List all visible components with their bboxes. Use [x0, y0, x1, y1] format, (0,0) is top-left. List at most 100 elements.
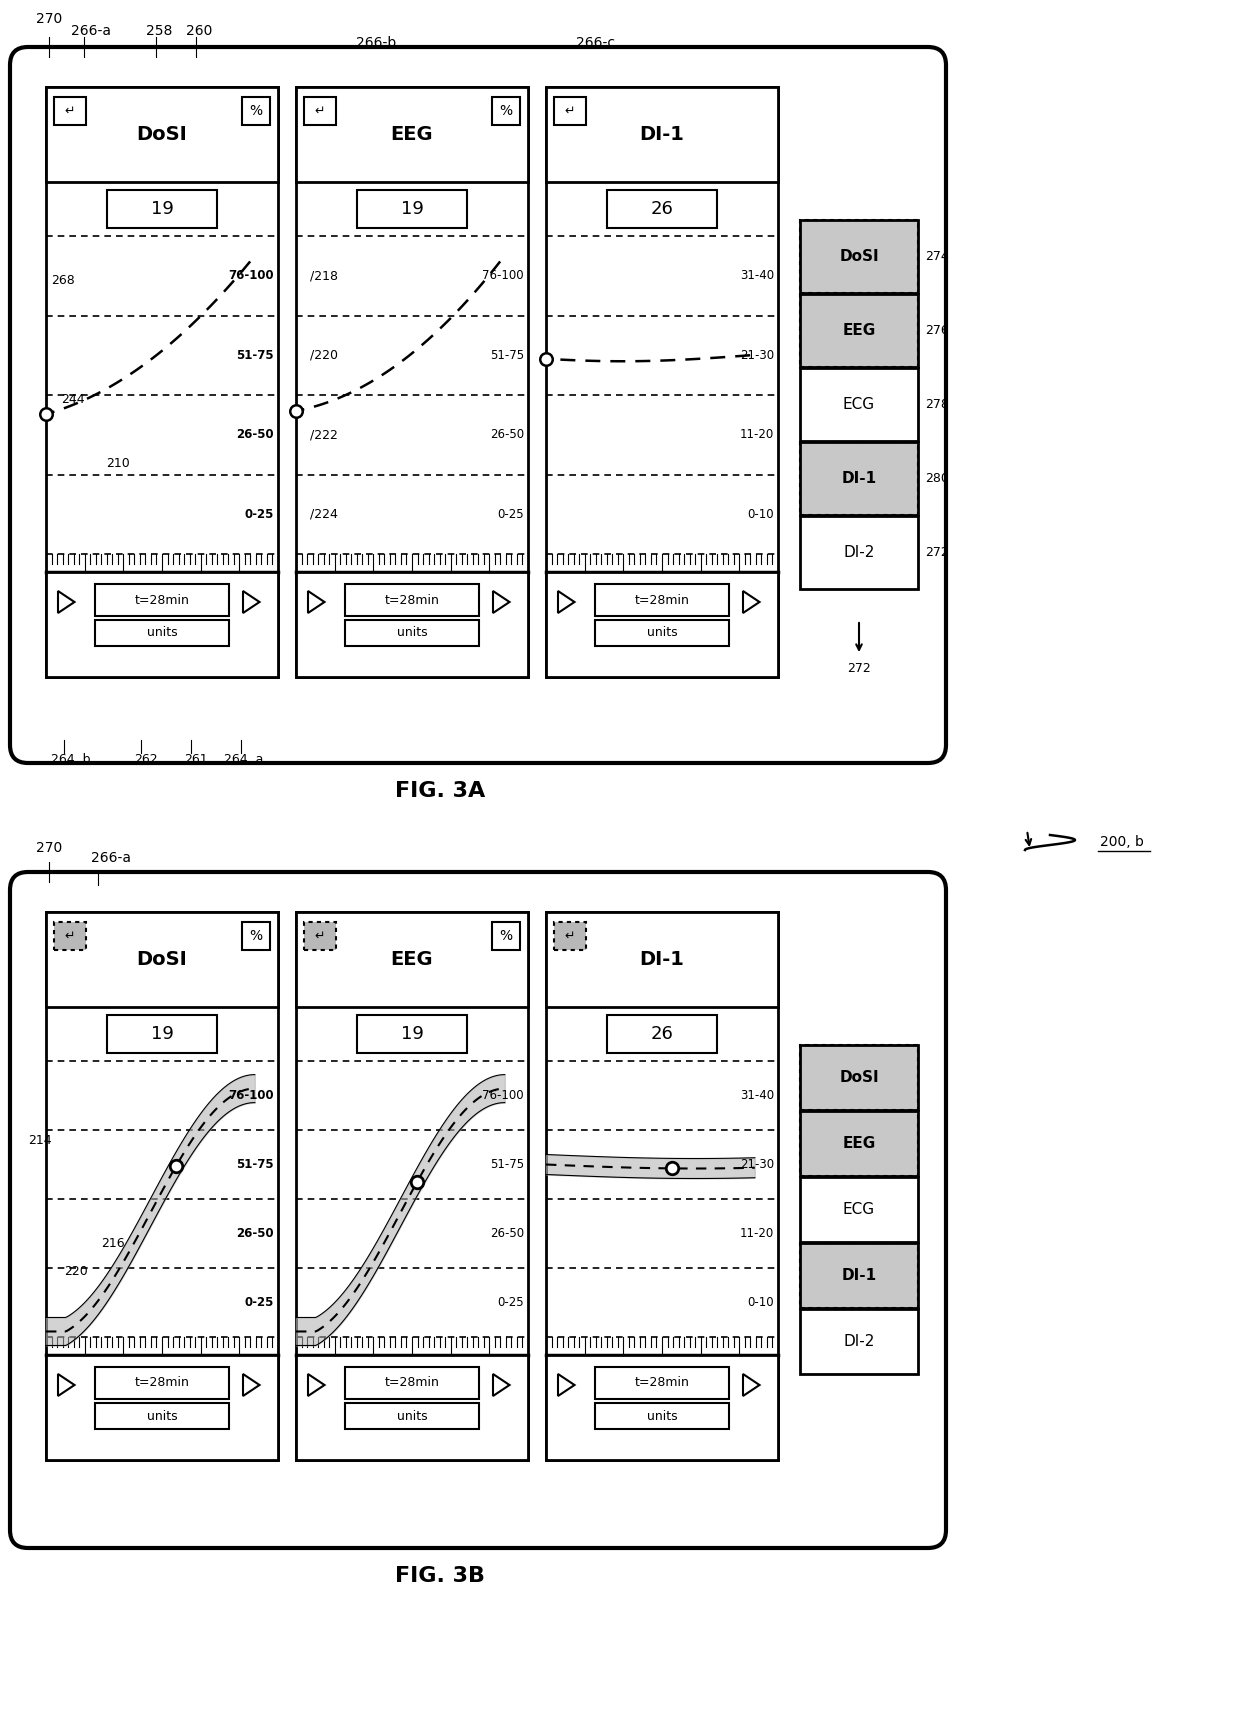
Text: 214: 214 — [29, 1133, 52, 1147]
Text: %: % — [500, 104, 512, 118]
Bar — [800, 220, 918, 292]
Text: units: units — [647, 627, 677, 639]
Text: 244: 244 — [61, 393, 84, 407]
Text: 51-75: 51-75 — [490, 1159, 525, 1171]
Text: 216: 216 — [100, 1237, 125, 1251]
Text: ECG: ECG — [843, 1201, 875, 1217]
Bar — [492, 97, 520, 125]
Bar — [546, 573, 777, 677]
Text: 26-50: 26-50 — [237, 429, 274, 441]
Bar — [595, 1367, 729, 1400]
Bar — [800, 220, 918, 292]
Text: 26: 26 — [651, 1025, 673, 1042]
Polygon shape — [558, 1374, 574, 1396]
Text: 76-100: 76-100 — [228, 1089, 274, 1102]
Text: 76-100: 76-100 — [482, 1089, 525, 1102]
Bar — [46, 87, 278, 181]
Text: 268: 268 — [51, 273, 74, 287]
Text: units: units — [146, 1410, 177, 1422]
Text: DoSI: DoSI — [839, 250, 879, 263]
Bar — [595, 584, 729, 615]
Bar — [94, 620, 229, 646]
Bar — [345, 1403, 480, 1429]
Text: t=28min: t=28min — [384, 593, 439, 607]
Text: 280: 280 — [925, 472, 949, 485]
Bar — [296, 573, 528, 677]
Text: DI-1: DI-1 — [640, 125, 684, 144]
Text: DI-2: DI-2 — [843, 545, 874, 561]
Bar — [46, 573, 278, 677]
Text: 11-20: 11-20 — [740, 429, 774, 441]
Bar — [242, 921, 270, 950]
Text: t=28min: t=28min — [135, 593, 190, 607]
Text: 266-a: 266-a — [71, 24, 112, 38]
Text: 260: 260 — [186, 24, 212, 38]
Bar — [46, 87, 278, 677]
Bar — [304, 97, 336, 125]
Text: 0-25: 0-25 — [244, 1295, 274, 1309]
Polygon shape — [743, 1374, 759, 1396]
Bar — [55, 921, 86, 950]
Text: EEG: EEG — [391, 125, 433, 144]
Text: 0-25: 0-25 — [497, 1295, 525, 1309]
Bar — [800, 1044, 918, 1111]
Text: FIG. 3A: FIG. 3A — [394, 781, 485, 802]
Bar — [800, 1242, 918, 1307]
Polygon shape — [58, 591, 74, 614]
Text: DI-1: DI-1 — [842, 1268, 877, 1283]
Bar — [94, 1367, 229, 1400]
Text: 0-10: 0-10 — [748, 508, 774, 521]
Bar — [546, 913, 777, 1459]
Text: 200, b: 200, b — [1100, 836, 1143, 849]
Text: 51-75: 51-75 — [490, 349, 525, 362]
Bar — [345, 620, 480, 646]
Polygon shape — [308, 591, 325, 614]
Text: units: units — [647, 1410, 677, 1422]
Text: DoSI: DoSI — [136, 125, 187, 144]
Text: %: % — [500, 930, 512, 943]
Text: 276: 276 — [925, 325, 949, 337]
Text: 26-50: 26-50 — [490, 1227, 525, 1241]
Bar — [357, 190, 467, 227]
Bar — [800, 1111, 918, 1176]
Bar — [800, 1044, 918, 1111]
Bar — [46, 913, 278, 1007]
FancyBboxPatch shape — [10, 872, 946, 1548]
Bar — [296, 87, 528, 677]
Text: units: units — [397, 1410, 428, 1422]
Bar — [608, 190, 717, 227]
Bar — [107, 190, 217, 227]
Text: EEG: EEG — [842, 323, 875, 338]
Bar — [492, 921, 520, 950]
Text: 270: 270 — [36, 841, 62, 854]
Bar — [46, 1355, 278, 1459]
Text: 264, a: 264, a — [224, 754, 263, 766]
Text: units: units — [146, 627, 177, 639]
Bar — [800, 294, 918, 367]
Text: 270: 270 — [36, 12, 62, 26]
Bar — [357, 1015, 467, 1053]
Bar — [546, 913, 777, 1007]
Text: %: % — [249, 104, 263, 118]
Text: 76-100: 76-100 — [482, 270, 525, 282]
Bar — [546, 87, 777, 677]
Bar — [800, 1309, 918, 1374]
Text: EEG: EEG — [391, 950, 433, 969]
Bar — [800, 516, 918, 590]
Bar — [55, 921, 86, 950]
Bar — [296, 1355, 528, 1459]
Bar — [345, 584, 480, 615]
Bar — [595, 620, 729, 646]
Bar — [242, 97, 270, 125]
Polygon shape — [494, 1374, 510, 1396]
Bar — [296, 913, 528, 1459]
Bar — [107, 1015, 217, 1053]
Text: ↵: ↵ — [64, 104, 76, 118]
Bar — [546, 1355, 777, 1459]
Text: 266-b: 266-b — [356, 36, 397, 50]
Text: 210: 210 — [105, 456, 130, 470]
Bar — [800, 1242, 918, 1307]
Bar — [94, 584, 229, 615]
Text: 76-100: 76-100 — [228, 270, 274, 282]
Text: 19: 19 — [150, 1025, 174, 1042]
